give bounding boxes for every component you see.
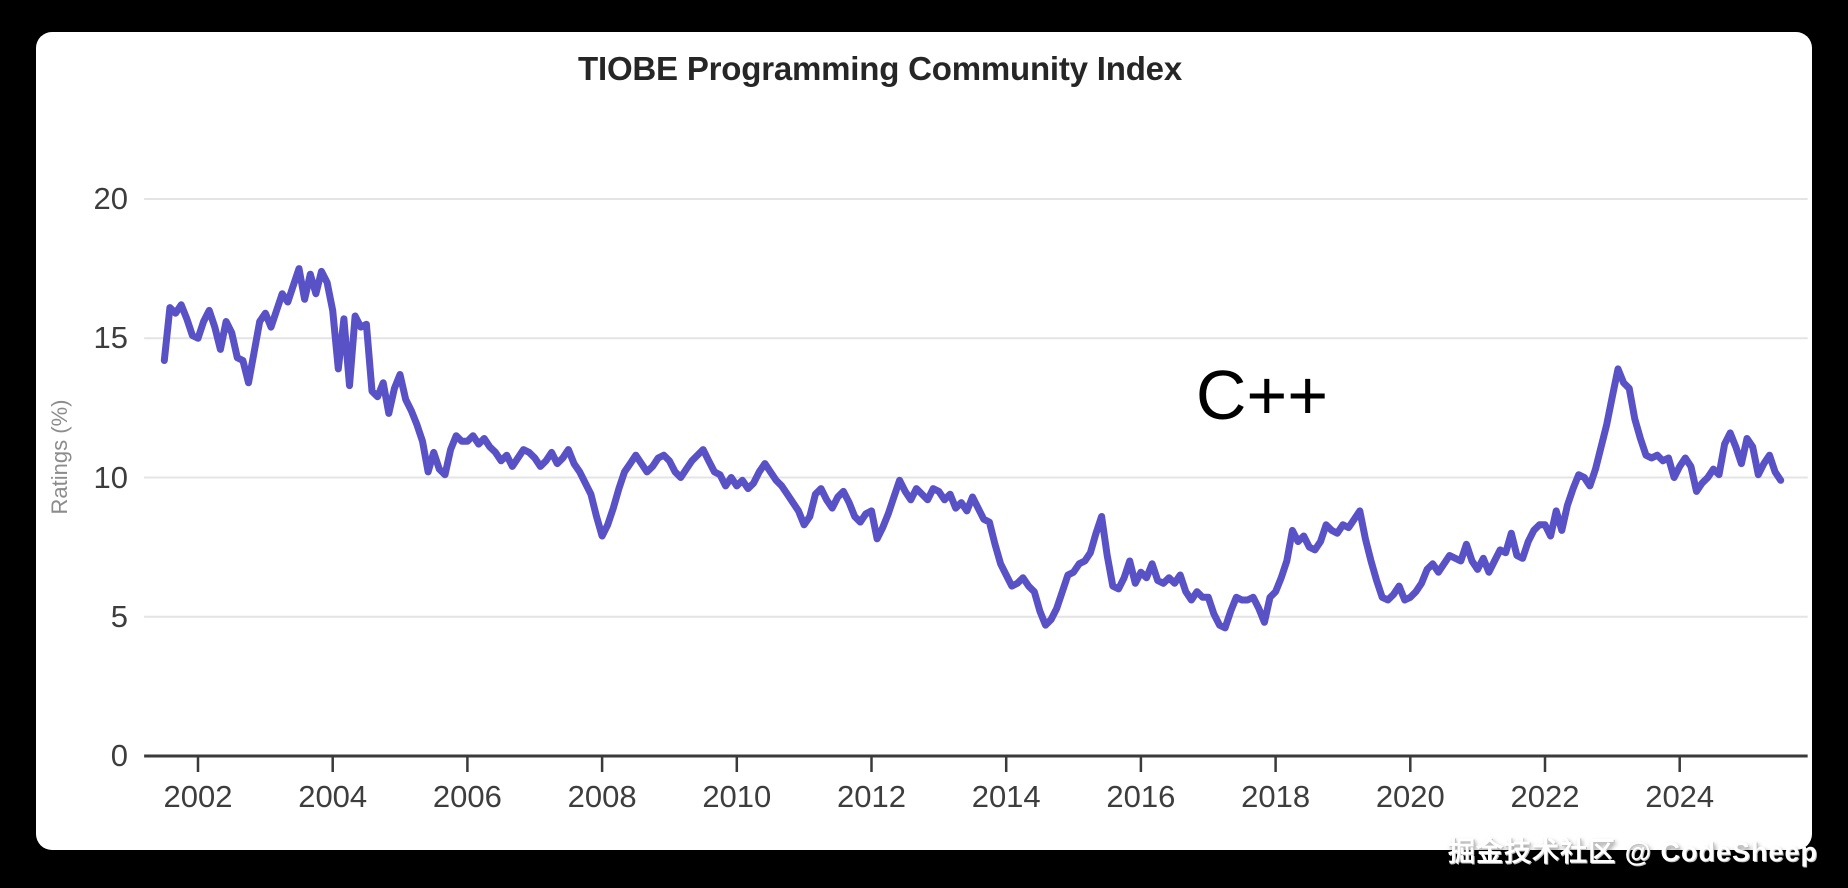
x-tick-label: 2020 (1375, 779, 1445, 814)
y-tick-label: 15 (93, 320, 128, 356)
x-tick-label: 2014 (971, 779, 1041, 814)
x-tick-label: 2010 (702, 779, 772, 814)
y-tick-label: 5 (110, 598, 128, 634)
x-tick-label: 2002 (163, 779, 233, 814)
y-tick-label: 0 (110, 738, 128, 773)
y-axis-title: Ratings (%) (47, 399, 72, 515)
series-annotation-label: C++ (1195, 356, 1329, 434)
x-tick-label: 2006 (432, 779, 502, 814)
x-tick-label: 2008 (567, 779, 637, 814)
y-tick-label: 10 (93, 459, 128, 495)
x-tick-label: 2016 (1106, 779, 1176, 814)
x-tick-label: 2012 (837, 779, 906, 814)
x-tick-label: 2018 (1241, 779, 1311, 814)
y-tick-label: 20 (93, 181, 128, 216)
x-tick-label: 2022 (1510, 779, 1580, 814)
chart-title: TIOBE Programming Community Index (578, 50, 1182, 87)
x-tick-label: 2024 (1645, 779, 1715, 814)
watermark: 掘金技术社区 @ CodeSheep (1448, 837, 1818, 867)
x-tick-label: 2004 (298, 779, 368, 814)
chart-card (36, 32, 1812, 850)
